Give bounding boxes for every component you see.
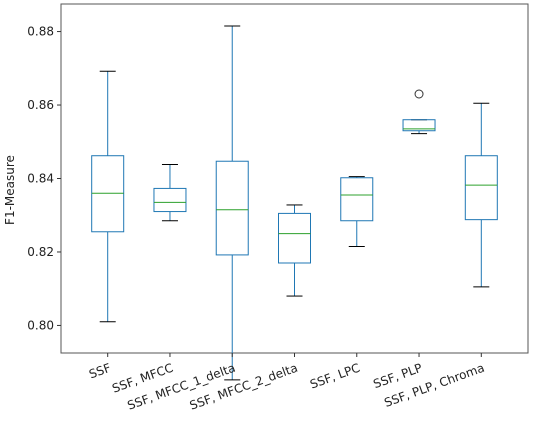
box [402,119,436,132]
y-tick-label: 0.80 [27,318,54,332]
plot-frame [60,3,529,354]
y-axis-label: F1-Measure [3,155,17,225]
y-tick-label: 0.84 [27,172,54,186]
x-tick-label: SSF [87,361,113,382]
x-tick-label: SSF, MFCC_2_delta [188,361,300,413]
box [91,155,125,233]
x-tick-label: SSF, LPC [308,361,362,392]
box [278,212,311,264]
box [153,187,187,213]
y-tick-label: 0.86 [27,98,54,112]
box [215,160,249,256]
box [464,155,498,221]
box [340,177,374,222]
y-tick-label: 0.82 [27,245,54,259]
outlier-point [414,89,424,99]
y-tick-label: 0.88 [27,25,54,39]
